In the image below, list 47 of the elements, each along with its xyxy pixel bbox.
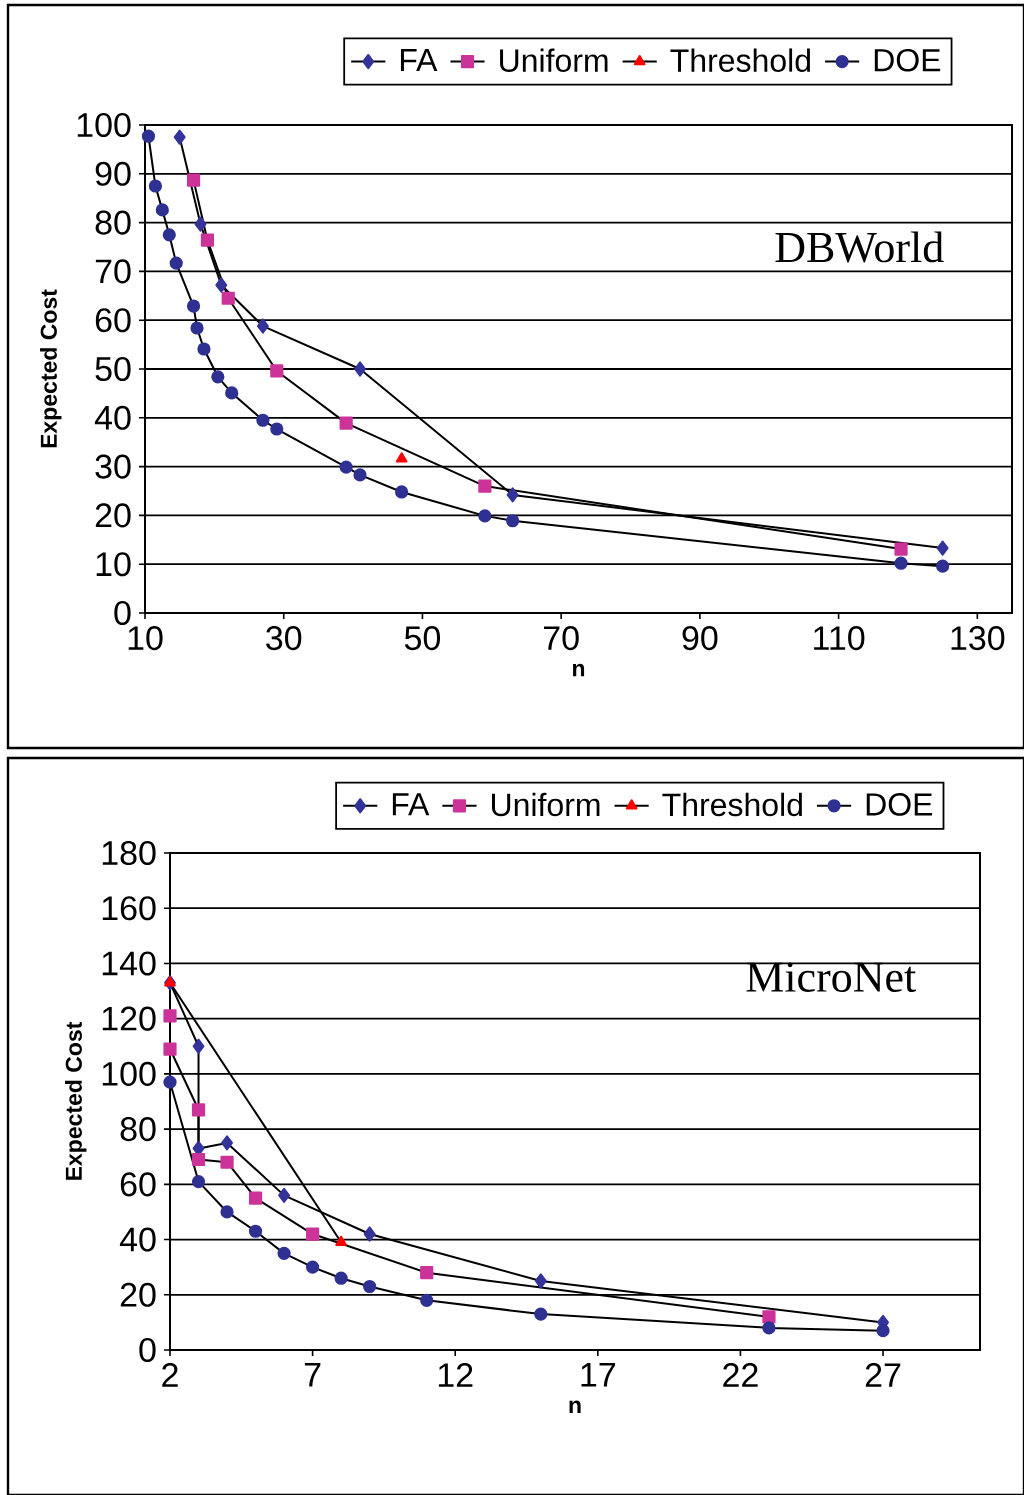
x-tick-label: 12 (438, 1363, 473, 1387)
y-tick-label: 0 (139, 1337, 156, 1363)
y-axis-title: Expected Cost (65, 1021, 87, 1180)
y-tick-label: 160 (102, 896, 156, 921)
y-tick-label: 40 (94, 405, 131, 430)
legend-label: Uniform (492, 792, 600, 817)
x-tick-label: 90 (682, 626, 718, 651)
legend-label: Uniform (500, 48, 608, 72)
legend-label: Threshold (662, 792, 802, 817)
y-tick-label: 0 (114, 600, 131, 626)
x-tick-label: 30 (266, 626, 302, 651)
y-tick-label: 100 (77, 112, 131, 138)
y-tick-label: 20 (95, 503, 131, 528)
y-tick-label: 50 (95, 356, 131, 382)
y-tick-label: 30 (95, 454, 131, 479)
y-tick-label: 180 (102, 840, 156, 866)
y-tick-label: 100 (102, 1061, 156, 1086)
annotation: MicroNet (746, 962, 916, 993)
y-tick-label: 80 (95, 210, 131, 235)
y-tick-label: 70 (95, 259, 131, 284)
y-tick-label: 120 (102, 1006, 156, 1031)
x-axis-title: n (569, 1400, 581, 1413)
y-tick-label: 90 (95, 161, 131, 186)
x-tick-label: 17 (581, 1363, 615, 1387)
y-tick-label: 80 (120, 1117, 156, 1142)
legend-label: DOE (874, 48, 941, 72)
x-tick-label: 22 (723, 1363, 758, 1387)
y-tick-label: 40 (119, 1227, 156, 1252)
x-tick-label: 2 (162, 1363, 178, 1387)
y-tick-label: 140 (102, 951, 156, 976)
legend-label: FA (400, 49, 438, 72)
y-axis-title: Expected Cost (40, 289, 62, 448)
legend-label: FA (392, 793, 430, 816)
x-tick-label: 70 (544, 626, 579, 651)
y-tick-label: 10 (96, 552, 131, 577)
x-tick-label: 7 (304, 1363, 321, 1387)
y-tick-label: 20 (120, 1282, 156, 1307)
legend-label: Threshold (670, 48, 810, 72)
x-axis-title: n (572, 663, 585, 677)
x-tick-label: 110 (814, 626, 865, 651)
legend-label: DOE (866, 793, 933, 816)
x-tick-label: 50 (404, 626, 441, 651)
x-tick-label: 27 (865, 1363, 901, 1387)
y-tick-label: 60 (120, 1172, 156, 1197)
x-tick-label: 130 (951, 626, 1005, 651)
annotation: DBWorld (775, 231, 944, 263)
y-tick-label: 60 (95, 308, 131, 333)
